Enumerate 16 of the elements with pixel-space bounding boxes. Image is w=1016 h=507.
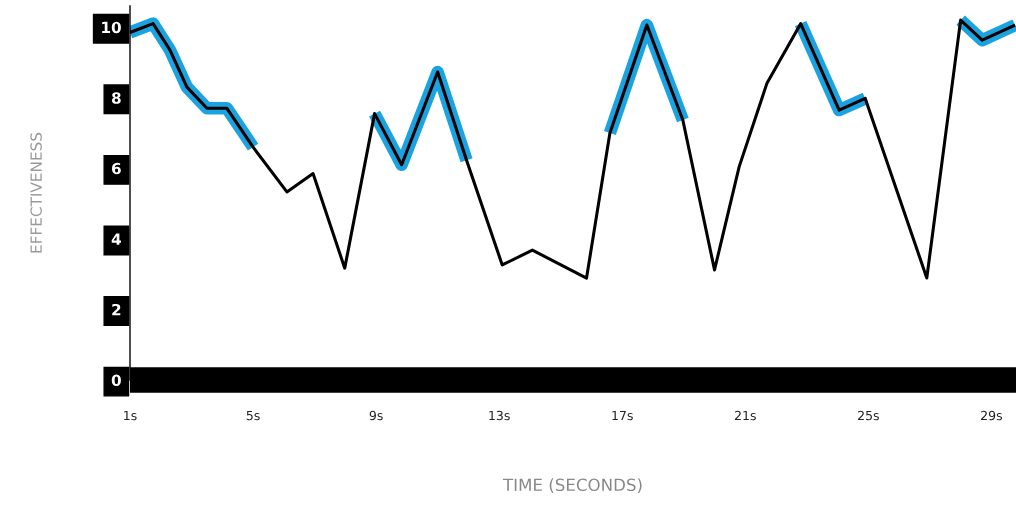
x-tick-label: 9s [369,410,383,421]
y-tick-label: 0 [111,374,121,387]
x-tick-label: 13s [489,410,510,421]
y-tick-label: 6 [111,162,121,175]
x-tick-label: 1s [124,410,137,421]
x-tick-label: 17s [612,410,633,421]
y-tick-label: 10 [102,21,121,34]
x-tick-label: 25s [858,410,879,421]
x-tick-label: 29s [981,410,1002,421]
y-axis-title: EFFECTIVENESS [30,132,42,253]
y-tick-label: 8 [111,92,121,104]
x-tick-label: 5s [246,410,260,421]
x-axis-title: TIME (SECONDS) [502,478,642,494]
y-tick-label: 4 [111,233,121,245]
x-tick-label: 21s [734,410,756,421]
y-tick-label: 2 [112,303,121,316]
